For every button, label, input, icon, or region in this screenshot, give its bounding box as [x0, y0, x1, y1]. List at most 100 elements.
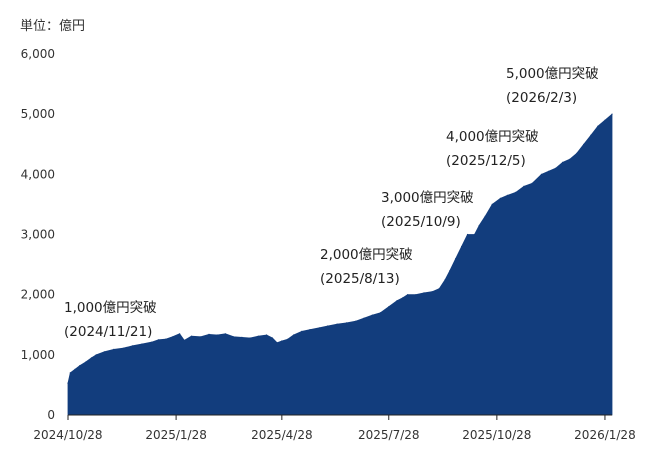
data-point — [309, 329, 311, 331]
data-point — [281, 340, 283, 342]
data-point — [515, 191, 517, 193]
data-point — [293, 334, 295, 336]
data-point — [249, 337, 251, 339]
data-point — [576, 152, 578, 154]
data-point — [491, 203, 493, 205]
plot-area — [67, 113, 613, 416]
data-point — [157, 339, 160, 341]
data-point — [95, 354, 97, 356]
data-point — [562, 161, 564, 163]
y-tick-label: 4,000 — [21, 167, 55, 181]
data-point — [301, 330, 303, 332]
y-tick-label: 6,000 — [21, 47, 55, 61]
data-point — [455, 258, 457, 260]
data-point — [113, 348, 115, 350]
data-point — [132, 345, 134, 347]
data-point — [461, 245, 463, 248]
milestone-label: 1,000億円突破 — [64, 300, 157, 316]
data-point — [363, 317, 365, 319]
data-point — [402, 297, 404, 299]
data-point — [569, 158, 571, 160]
area-series-0 — [67, 113, 613, 416]
data-point — [208, 333, 210, 335]
data-point — [327, 325, 329, 327]
y-axis: 0 1,000 2,000 3,000 4,000 5,000 6,000 — [21, 47, 55, 422]
data-point — [473, 233, 476, 236]
data-point — [172, 336, 174, 338]
data-point — [233, 336, 235, 338]
data-point — [555, 167, 557, 169]
data-point — [590, 134, 592, 136]
milestone-date: (2024/11/21) — [64, 324, 152, 340]
data-point — [183, 339, 185, 341]
data-point — [79, 365, 81, 367]
data-point — [548, 170, 550, 172]
data-point — [90, 357, 93, 359]
y-tick-label: 1,000 — [21, 348, 55, 362]
data-point — [85, 361, 87, 363]
data-point — [216, 334, 218, 336]
data-point — [396, 300, 398, 302]
x-tick-label: 2025/10/28 — [462, 428, 531, 442]
data-point — [355, 320, 357, 322]
annotations: 1,000億円突破 (2024/11/21) 2,000億円突破 (2025/8/13… — [64, 66, 599, 340]
milestone-date: (2025/10/9) — [381, 214, 461, 230]
milestone-label: 3,000億円突破 — [381, 190, 474, 206]
data-point — [345, 322, 348, 324]
data-point — [583, 143, 585, 145]
data-point — [604, 119, 606, 121]
milestone-label: 4,000億円突破 — [446, 129, 539, 145]
data-point — [336, 323, 338, 325]
data-point — [271, 337, 273, 339]
data-point — [379, 312, 382, 314]
data-point — [423, 292, 425, 294]
data-point — [431, 291, 433, 293]
data-point — [276, 342, 278, 344]
data-point — [122, 347, 124, 349]
data-point — [484, 215, 486, 217]
data-point — [407, 294, 409, 296]
data-point — [531, 182, 533, 184]
data-point — [444, 279, 446, 281]
data-point — [200, 336, 202, 338]
x-tick-label: 2026/1/28 — [574, 428, 636, 442]
data-point — [287, 338, 289, 340]
data-point — [190, 335, 192, 337]
data-point — [179, 333, 181, 335]
data-point — [597, 125, 599, 127]
x-tick-label: 2025/1/28 — [145, 428, 207, 442]
x-tick-label: 2024/10/28 — [33, 428, 102, 442]
data-point — [266, 334, 268, 336]
data-point — [141, 343, 143, 345]
milestone-label: 5,000億円突破 — [506, 66, 599, 82]
data-point — [499, 197, 501, 199]
data-point — [438, 288, 440, 290]
data-point — [150, 341, 152, 343]
unit-label: 単位：億円 — [20, 18, 85, 34]
data-point — [449, 270, 451, 272]
milestone-date: (2025/8/13) — [320, 271, 400, 287]
data-point — [74, 368, 76, 370]
data-point — [478, 224, 480, 227]
data-point — [67, 382, 69, 384]
data-point — [506, 194, 508, 196]
data-point — [388, 306, 390, 308]
x-tick-label: 2025/4/28 — [251, 428, 313, 442]
milestone-date: (2025/12/5) — [446, 153, 526, 169]
data-point — [69, 372, 71, 374]
milestone-date: (2026/2/3) — [506, 90, 577, 106]
milestone-label: 2,000億円突破 — [320, 247, 413, 263]
y-tick-label: 2,000 — [21, 288, 55, 302]
data-point — [164, 338, 167, 340]
data-point — [241, 336, 243, 338]
y-tick-label: 3,000 — [21, 228, 55, 242]
y-tick-label: 5,000 — [21, 107, 55, 121]
data-point — [224, 333, 226, 335]
data-point — [540, 173, 543, 175]
y-tick-label: 0 — [47, 408, 55, 422]
data-point — [103, 351, 105, 353]
data-point — [611, 113, 613, 115]
data-point — [318, 327, 320, 329]
